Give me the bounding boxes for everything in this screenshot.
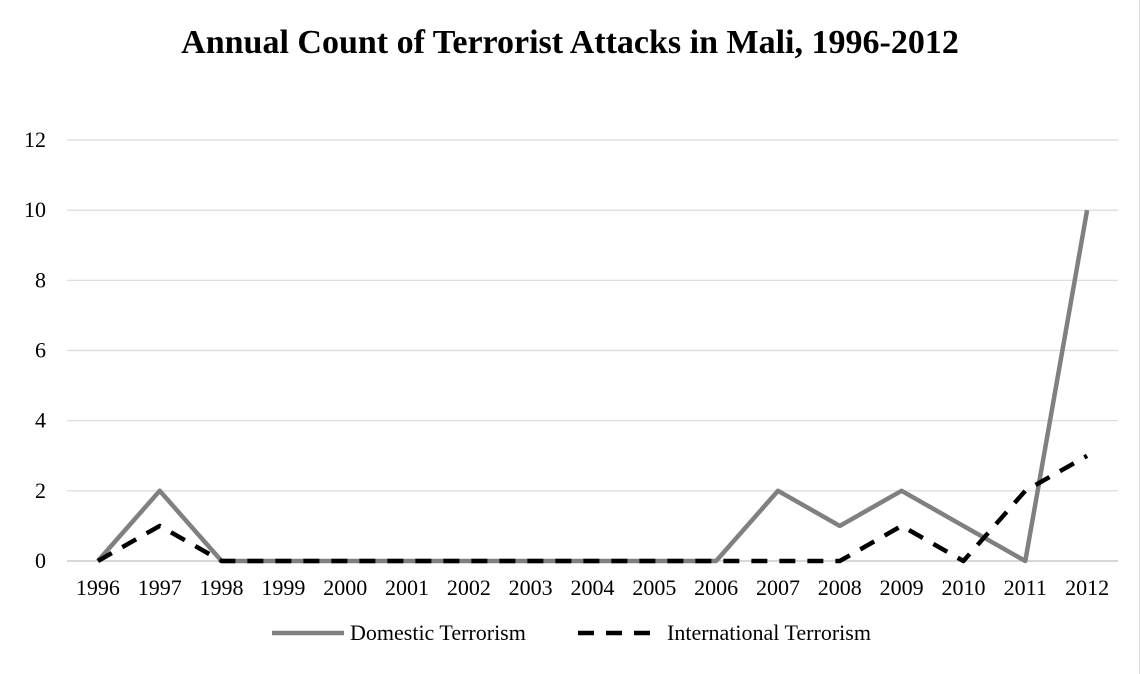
x-tick-label: 2006 (694, 575, 738, 600)
x-tick-label: 2010 (941, 575, 985, 600)
x-tick-label: 2002 (447, 575, 491, 600)
x-tick-label: 2012 (1065, 575, 1109, 600)
x-tick-label: 1999 (261, 575, 305, 600)
x-tick-label: 2000 (323, 575, 367, 600)
y-tick-label: 8 (35, 267, 46, 292)
y-tick-label: 6 (35, 338, 46, 363)
y-tick-label: 4 (35, 408, 46, 433)
y-tick-label: 10 (24, 197, 46, 222)
y-tick-label: 2 (35, 478, 46, 503)
x-tick-label: 1998 (200, 575, 244, 600)
x-tick-label: 2008 (818, 575, 862, 600)
x-tick-label: 2003 (509, 575, 553, 600)
legend-label: International Terrorism (667, 620, 871, 645)
chart-title: Annual Count of Terrorist Attacks in Mal… (181, 24, 959, 61)
x-tick-label: 1996 (76, 575, 120, 600)
legend-label: Domestic Terrorism (350, 620, 526, 645)
x-tick-label: 2001 (385, 575, 429, 600)
domestic-terrorism-line (96, 209, 1090, 564)
y-tick-label: 0 (35, 548, 46, 573)
x-tick-label: 2004 (571, 575, 615, 600)
x-tick-label: 2011 (1004, 575, 1047, 600)
x-tick-label: 2007 (756, 575, 800, 600)
international-terrorism-line (96, 453, 1089, 564)
x-tick-label: 1997 (138, 575, 182, 600)
x-tick-label: 2009 (880, 575, 924, 600)
y-tick-label: 12 (24, 127, 46, 152)
x-tick-label: 2005 (632, 575, 676, 600)
